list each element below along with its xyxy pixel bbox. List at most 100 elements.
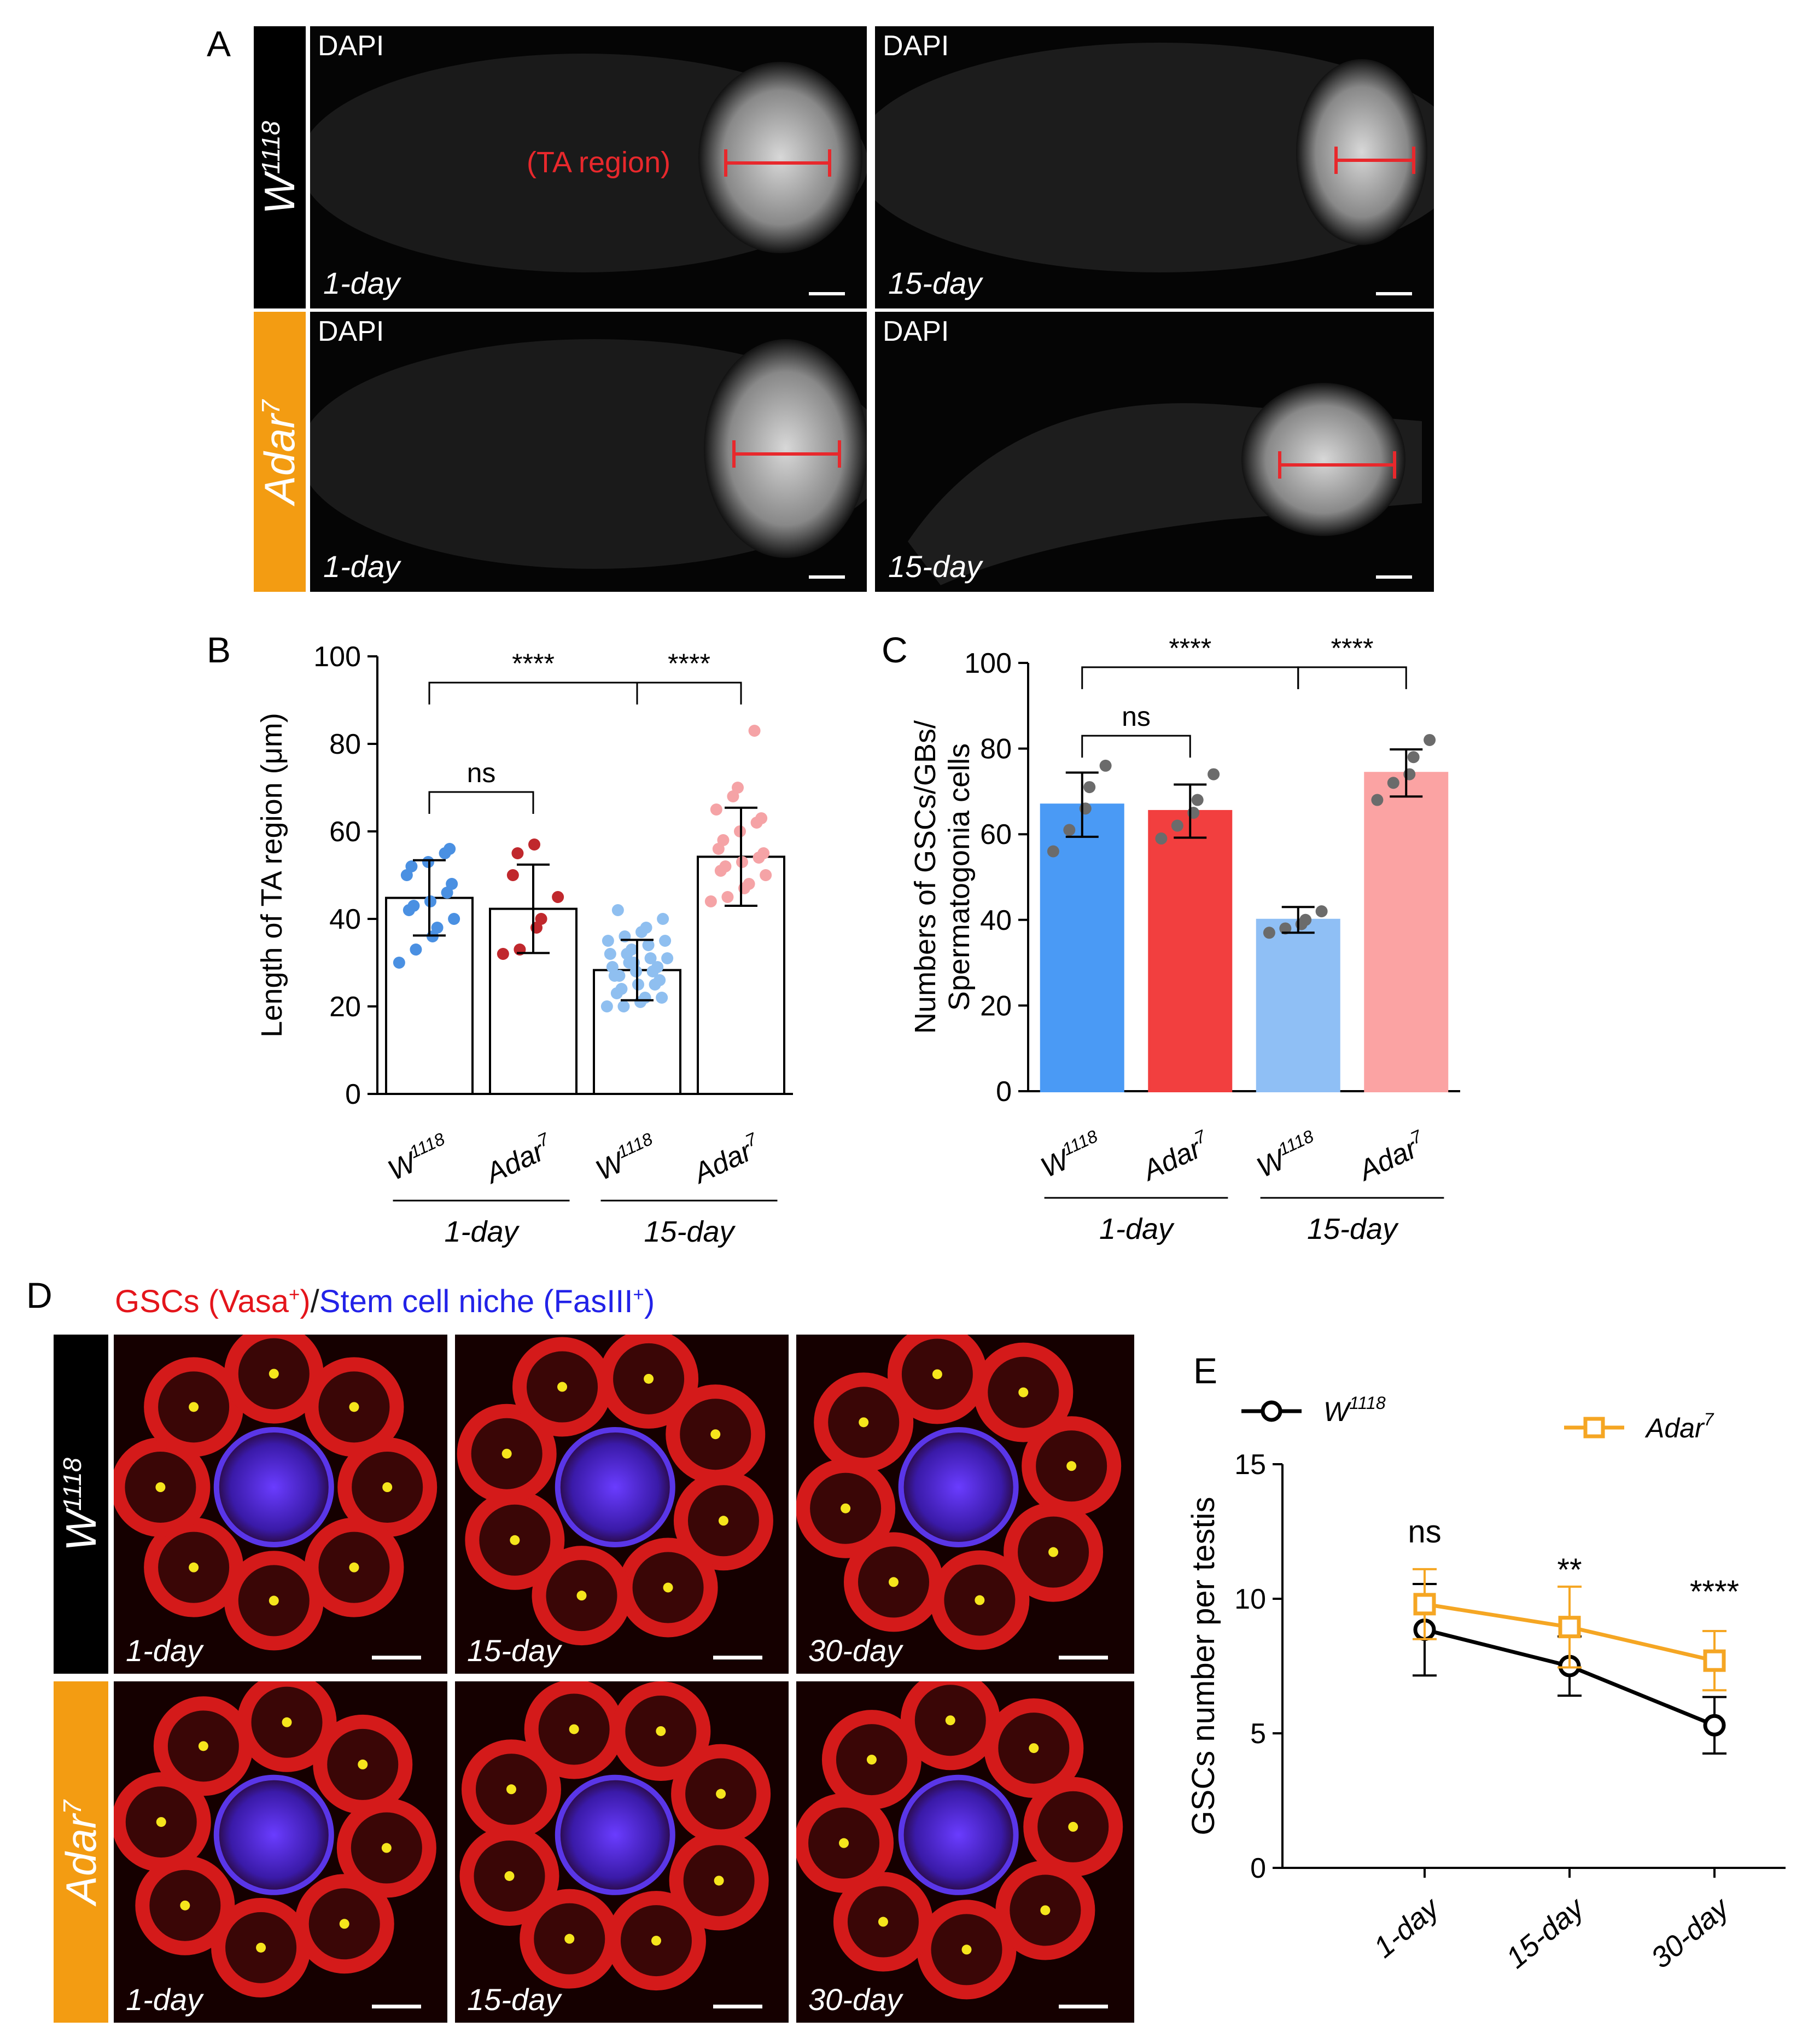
data-point (732, 782, 744, 794)
gsc-marker-dot (945, 1715, 955, 1726)
stem-cell-niche (898, 1427, 1019, 1547)
data-point (613, 970, 626, 982)
data-point (1191, 794, 1204, 806)
scale-bar (372, 2005, 421, 2008)
gsc-marker-dot (878, 1917, 888, 1927)
data-point (393, 957, 405, 969)
data-point (497, 948, 509, 960)
y-tick-label: 20 (329, 991, 361, 1023)
panel-d-image-adar7-15day: 15-day (455, 1681, 789, 2023)
panel-b-chart: 0 20 40 60 80 100 Length of TA region (μm) W111… (255, 641, 793, 1248)
gsc-marker-dot (269, 1369, 279, 1379)
gsc-marker-dot (256, 1942, 266, 1953)
legend-marker (1583, 1417, 1605, 1439)
gsc-marker-dot (198, 1741, 208, 1751)
gsc-marker-dot (663, 1582, 673, 1593)
data-point (721, 891, 734, 903)
data-point (604, 948, 616, 960)
y-tick-label: 0 (1250, 1853, 1266, 1884)
data-point (606, 961, 619, 973)
stem-cell-niche (555, 1774, 675, 1895)
panel-d-day-label: 1-day (126, 1633, 203, 1668)
significance-label: ** (1557, 1552, 1582, 1588)
data-point (748, 725, 761, 737)
legend-label: Adar7 (1644, 1410, 1714, 1443)
data-point (410, 944, 422, 956)
gsc-marker-dot (382, 1482, 393, 1492)
y-tick-label: 20 (980, 990, 1012, 1022)
data-point (626, 944, 638, 956)
data-point (506, 869, 519, 881)
data-point (602, 935, 614, 947)
data-point (615, 983, 628, 995)
gsc-marker-dot (557, 1382, 568, 1392)
significance-bracket (636, 682, 742, 704)
data-point (640, 922, 652, 934)
gsc-marker-dot (644, 1373, 654, 1384)
data-point (642, 939, 655, 951)
y-tick-label: 80 (980, 733, 1012, 765)
category-label: W1118 (382, 1129, 454, 1187)
panel-a-stain-label: DAPI (883, 30, 949, 62)
data-point (1387, 777, 1399, 789)
data-point (760, 869, 772, 881)
x-tick-label: 30-day (1645, 1890, 1736, 1975)
bar (1148, 810, 1233, 1092)
stem-cell-niche (555, 1427, 675, 1547)
panel-d-title: GSCs (Vasa+)/Stem cell niche (FasIII+) (115, 1284, 655, 1319)
significance-label: **** (668, 648, 710, 679)
panel-d-row-label-adar7: Adar7 (54, 1681, 108, 2023)
panel-a-image-adar7-1day: DAPI 1-day (310, 312, 867, 592)
data-point (611, 904, 624, 916)
gsc-marker-dot (381, 1843, 392, 1853)
data-point (1047, 845, 1059, 858)
data-point (535, 913, 547, 925)
panel-a-letter: A (207, 24, 231, 64)
data-point (431, 922, 444, 934)
panel-a-stain-label: DAPI (318, 30, 384, 62)
group-label: 1-day (444, 1215, 520, 1248)
scale-bar (1059, 2005, 1108, 2008)
data-point (1099, 759, 1112, 772)
data-point (511, 847, 524, 859)
gsc-marker-dot (576, 1591, 587, 1601)
y-tick-label: 60 (329, 816, 361, 848)
data-point (656, 992, 668, 1004)
data-point (448, 913, 460, 925)
y-tick-label: 40 (980, 905, 1012, 936)
gsc-marker-dot (501, 1448, 512, 1459)
data-point (654, 974, 666, 986)
data-point (1424, 733, 1436, 746)
data-point (528, 838, 540, 851)
gsc-marker-dot (339, 1919, 349, 1929)
panel-d-image-adar7-1day: 1-day (114, 1681, 447, 2023)
panel-a-day-label: 1-day (323, 549, 400, 584)
panel-d-day-label: 30-day (808, 1982, 902, 2017)
data-point (651, 961, 664, 973)
data-point (407, 900, 420, 912)
scale-bar (809, 575, 845, 579)
panel-a-stain-label: DAPI (318, 316, 384, 347)
data-point (1407, 751, 1420, 764)
y-tick-label: 80 (329, 729, 361, 760)
significance-bracket (1081, 735, 1191, 758)
panel-d-image-w1118-30day: 30-day (796, 1335, 1134, 1674)
panel-d-letter: D (26, 1275, 53, 1315)
significance-label: **** (1690, 1574, 1739, 1610)
gsc-marker-dot (656, 1726, 666, 1736)
y-tick-label: 100 (964, 648, 1012, 679)
y-axis-label: Numbers of GSCs/GBs/ (909, 720, 942, 1034)
gsc-marker-dot (282, 1717, 292, 1727)
panel-a-image-w1118-1day: DAPI (TA region) 1-day (310, 26, 867, 308)
data-point (755, 812, 768, 824)
significance-label: **** (1331, 634, 1374, 663)
data-point (600, 1000, 613, 1012)
y-tick-label: 10 (1234, 1583, 1266, 1615)
data-point (1063, 824, 1076, 836)
gsc-marker-dot (1029, 1743, 1039, 1754)
data-point (1413, 1593, 1436, 1616)
ta-region-label: (TA region) (527, 146, 671, 179)
y-tick-label: 0 (345, 1079, 361, 1110)
panel-d-day-label: 15-day (467, 1982, 561, 2017)
panel-a-image-w1118-15day: DAPI 15-day (875, 26, 1434, 308)
